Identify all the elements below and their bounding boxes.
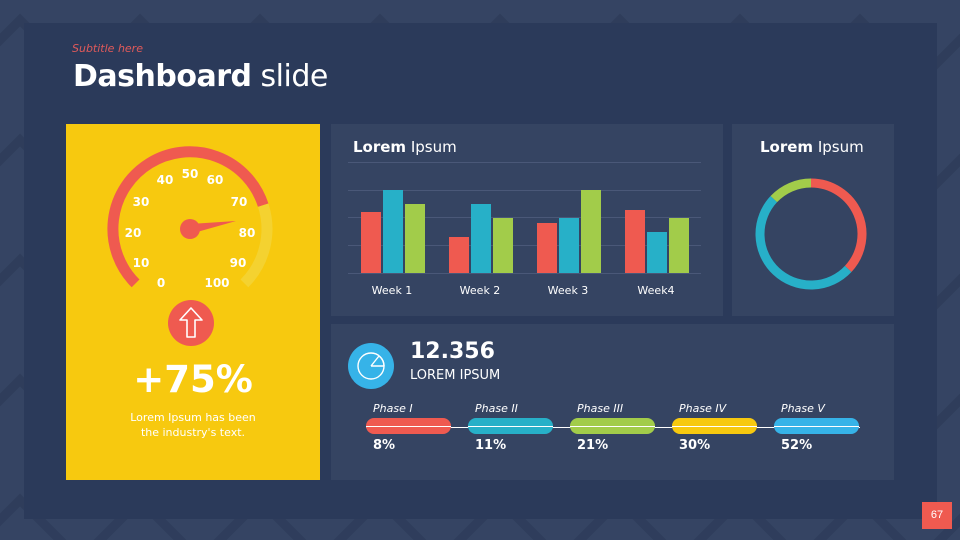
- stat-label: LOREM IPSUM: [410, 368, 501, 383]
- title-light: Ipsum: [817, 138, 864, 156]
- panel-title: Lorem Ipsum: [760, 138, 864, 156]
- phase-name: Phase I: [373, 402, 413, 415]
- subtitle: Subtitle here: [72, 42, 143, 55]
- gridline: [348, 245, 701, 246]
- bar: [625, 209, 645, 273]
- gauge-tick: 0: [156, 276, 166, 290]
- donut-segment: [810, 178, 867, 272]
- title-bold: Lorem: [760, 138, 814, 156]
- phase-bar: [672, 418, 757, 434]
- gauge-card: 0 10 20 30 40 50 60 70 80 90 100 +75% Lo…: [66, 124, 320, 480]
- phase-item: Phase IV 30%: [672, 402, 758, 453]
- title-bold: Lorem: [353, 138, 407, 156]
- bar: [361, 211, 381, 273]
- phase-bar: [570, 418, 655, 434]
- gauge-dial: [107, 146, 273, 288]
- phase-item: Phase I 8%: [366, 402, 452, 453]
- phase-percent: 11%: [475, 438, 507, 453]
- phase-bar: [774, 418, 859, 434]
- bars-container: [348, 162, 701, 273]
- stat-value: 12.356: [410, 339, 495, 364]
- gauge-tick: 70: [230, 195, 248, 209]
- phase-name: Phase II: [475, 402, 518, 415]
- gridline: [348, 273, 701, 274]
- page-title: Dashboard slide: [73, 59, 328, 94]
- donut-segment: [755, 196, 852, 290]
- gauge-tick: 80: [238, 226, 256, 240]
- gauge-tick: 10: [132, 256, 150, 270]
- page-number: 67: [922, 502, 952, 529]
- gauge-tick: 40: [156, 173, 174, 187]
- gauge-tick: 50: [181, 167, 199, 181]
- phase-item: Phase III 21%: [570, 402, 656, 453]
- phase-bar: [366, 418, 451, 434]
- title-bold: Dashboard: [73, 59, 252, 94]
- panel-title: Lorem Ipsum: [353, 138, 457, 156]
- bar-chart: [348, 162, 701, 274]
- gauge-tick: 30: [132, 195, 150, 209]
- phase-name: Phase V: [781, 402, 825, 415]
- gridline: [348, 217, 701, 218]
- gauge-description: Lorem Ipsum has been the industry's text…: [66, 410, 320, 440]
- donut-segment: [770, 178, 812, 203]
- phase-percent: 30%: [679, 438, 711, 453]
- bar: [581, 189, 601, 273]
- arrow-badge: [168, 300, 214, 346]
- title-light: slide: [260, 59, 329, 94]
- phase-percent: 8%: [373, 438, 396, 453]
- gridline: [348, 162, 701, 163]
- pie-chart-icon: [357, 352, 385, 380]
- gauge-tick: 60: [206, 173, 224, 187]
- phase-name: Phase IV: [679, 402, 727, 415]
- gauge-tick: 90: [229, 256, 247, 270]
- x-axis-label: Week 3: [547, 284, 589, 297]
- description-line: Lorem Ipsum has been: [130, 411, 256, 424]
- phase-name: Phase III: [577, 402, 624, 415]
- gauge-tick: 100: [204, 276, 230, 290]
- title-light: Ipsum: [410, 138, 457, 156]
- gauge-tick: 20: [124, 226, 142, 240]
- phase-item: Phase II 11%: [468, 402, 554, 453]
- x-axis-label: Week4: [637, 284, 675, 297]
- gridline: [348, 190, 701, 191]
- x-axis-label: Week 2: [459, 284, 501, 297]
- bar: [647, 231, 667, 273]
- bar: [669, 217, 689, 273]
- bar: [559, 217, 579, 273]
- bar: [471, 204, 491, 273]
- x-axis-label: Week 1: [371, 284, 413, 297]
- donut-chart: [755, 178, 867, 290]
- bar: [493, 217, 513, 273]
- growth-percent: +75%: [133, 358, 253, 401]
- description-line: the industry's text.: [140, 426, 246, 439]
- bar: [537, 223, 557, 273]
- phase-bar: [468, 418, 553, 434]
- arrow-up-icon: [179, 307, 203, 338]
- bar-chart-panel: Lorem Ipsum Week 1 Week 2 Week 3 Week4: [331, 124, 723, 316]
- phase-percent: 52%: [781, 438, 813, 453]
- stat-badge: [348, 343, 394, 389]
- phase-panel: 12.356 LOREM IPSUM Phase I 8% Phase II 1…: [331, 324, 894, 480]
- bar: [449, 237, 469, 273]
- bar: [383, 189, 403, 273]
- phase-percent: 21%: [577, 438, 609, 453]
- bar: [405, 204, 425, 273]
- donut-chart-panel: Lorem Ipsum: [732, 124, 894, 316]
- phase-item: Phase V 52%: [774, 402, 860, 453]
